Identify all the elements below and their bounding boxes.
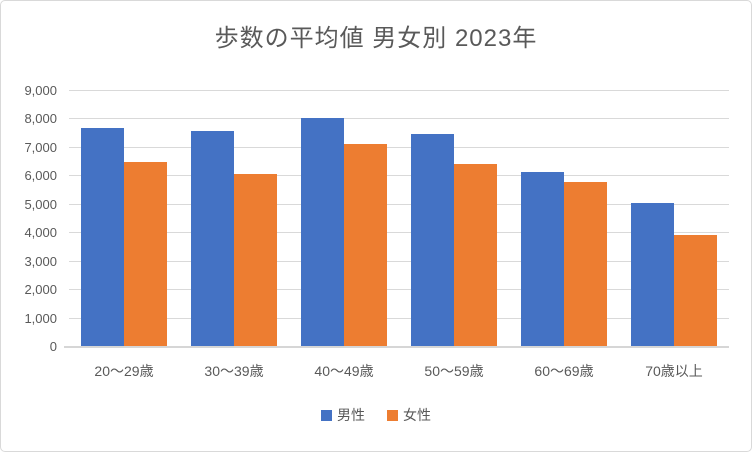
legend-swatch-icon xyxy=(321,409,332,421)
bar-男性-40〜49歳 xyxy=(301,118,344,347)
x-category-label: 50〜59歳 xyxy=(424,363,484,379)
bar-女性-30〜39歳 xyxy=(234,173,277,347)
legend-label: 女性 xyxy=(403,407,431,423)
bar-group-70歳以上 xyxy=(619,91,729,347)
x-axis-line xyxy=(64,346,729,348)
bar-男性-70歳以上 xyxy=(631,203,674,347)
gridline-8000 xyxy=(69,118,729,120)
bar-group-60〜69歳 xyxy=(509,91,619,347)
y-tick-label: 4,000 xyxy=(24,225,57,241)
bar-女性-40〜49歳 xyxy=(344,143,387,347)
bar-男性-60〜69歳 xyxy=(521,172,564,347)
gridline-5000 xyxy=(69,203,729,205)
gridline-1000 xyxy=(69,317,729,319)
y-tick-label: 3,000 xyxy=(24,253,57,269)
bar-男性-20〜29歳 xyxy=(81,127,124,347)
chart-title: 歩数の平均値 男女別 2023年 xyxy=(214,25,538,52)
gridline-4000 xyxy=(69,232,729,234)
gridline-2000 xyxy=(69,289,729,291)
plot-area xyxy=(64,90,729,348)
y-tick-label: 7,000 xyxy=(24,139,57,155)
bar-group-30〜39歳 xyxy=(179,91,289,347)
y-tick-label: 1,000 xyxy=(24,310,57,326)
x-category-label: 60〜69歳 xyxy=(534,363,594,379)
y-tick-label: 6,000 xyxy=(24,168,57,184)
x-category-label: 40〜49歳 xyxy=(314,363,374,379)
x-category-label: 20〜29歳 xyxy=(94,363,154,379)
gridline-7000 xyxy=(69,146,729,148)
legend-label: 男性 xyxy=(337,407,365,423)
y-tick-label: 8,000 xyxy=(24,111,57,127)
legend-item-女性: 女性 xyxy=(387,405,431,425)
y-tick-label: 5,000 xyxy=(24,196,57,212)
bar-男性-30〜39歳 xyxy=(191,130,234,347)
y-tick-label: 0 xyxy=(49,339,57,354)
x-category-label: 30〜39歳 xyxy=(204,363,264,379)
legend-swatch-icon xyxy=(387,409,398,421)
bar-groups xyxy=(69,91,729,347)
y-axis-tick-labels: 0 1,000 2,000 3,000 4,000 5,000 6,000 7,000 8,00… xyxy=(1,83,63,354)
gridline-9000 xyxy=(69,90,729,91)
y-tick-label: 9,000 xyxy=(24,83,57,98)
gridline-6000 xyxy=(69,175,729,177)
x-axis-category-labels: 20〜29歳 30〜39歳 40〜49歳 50〜59歳 60〜69歳 70歳以上 xyxy=(69,357,729,385)
y-tick-label: 2,000 xyxy=(24,282,57,298)
bar-女性-60〜69歳 xyxy=(564,182,607,347)
bar-group-20〜29歳 xyxy=(69,91,179,347)
x-category-label: 70歳以上 xyxy=(645,363,703,379)
bar-group-50〜59歳 xyxy=(399,91,509,347)
bar-男性-50〜59歳 xyxy=(411,133,454,347)
bar-女性-70歳以上 xyxy=(674,234,717,347)
legend: 男性 女性 xyxy=(1,405,751,425)
bar-group-40〜49歳 xyxy=(289,91,399,347)
bar-女性-50〜59歳 xyxy=(454,163,497,347)
gridline-3000 xyxy=(69,260,729,262)
bar-女性-20〜29歳 xyxy=(124,162,167,347)
legend-item-男性: 男性 xyxy=(321,405,365,425)
